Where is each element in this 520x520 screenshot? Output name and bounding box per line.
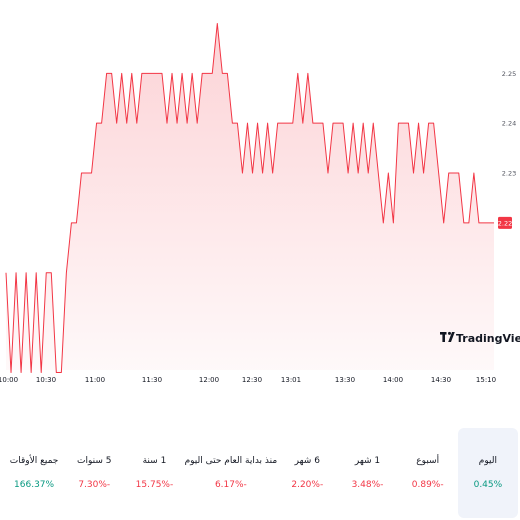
tradingview-wordmark: TradingView [456,332,520,345]
x-tick-label: 10:00 [0,376,18,384]
period-label: منذ بداية العام حتى اليوم [184,456,278,466]
time-axis: 10:00 10:30 11:00 11:30 12:00 12:30 13:01 13:30… [0,376,496,384]
period-label: جميع الأوقات [9,456,59,466]
x-tick-label: 11:30 [142,376,162,384]
y-tick-label: 2.23 [502,170,516,178]
x-tick-label: 14:30 [431,376,451,384]
x-tick-label: 13:30 [335,376,355,384]
period-change-value: 7.30%- [78,480,111,490]
x-tick-label: 14:00 [383,376,403,384]
tradingview-logo[interactable]: TradingView [440,331,520,345]
period-change-value: 6.17%- [214,480,247,490]
period-tab[interactable]: 1 شهر 3.48%- [337,428,397,518]
price-line-layer [5,22,494,373]
chart-svg: 2.25 2.24 2.23 10:00 10:30 11:00 11:30 12:00 12… [0,22,520,384]
x-tick-label: 10:30 [36,376,56,384]
period-label: 5 سنوات [77,456,112,466]
x-tick-label: 13:01 [281,376,301,384]
last-price-label: 2.22 [498,219,512,227]
period-label: 1 سنة [142,456,167,466]
x-tick-label: 12:30 [242,376,262,384]
period-change-value: 15.75%- [135,480,174,490]
period-tab[interactable]: 6 شهر 2.20%- [277,428,337,518]
y-tick-label: 2.25 [502,70,516,78]
period-change-value: 0.45% [473,480,503,490]
period-change-value: 166.37% [14,480,55,490]
price-axis: 2.25 2.24 2.23 [502,70,516,178]
period-label: اليوم [478,456,497,466]
last-price-badge [498,216,512,229]
period-label: 1 شهر [354,456,381,466]
period-tab[interactable]: 5 سنوات 7.30%- [64,428,124,518]
performance-periods: اليوم 0.45% أسبوع 0.89%- 1 شهر 3.48%- 6 شهر 2.2… [0,428,520,518]
x-tick-label: 12:00 [199,376,219,384]
x-tick-label: 15:10 [476,376,496,384]
price-line [5,22,494,373]
period-change-value: 3.48%- [351,480,384,490]
period-change-value: 2.20%- [291,480,324,490]
period-tab[interactable]: 1 سنة 15.75%- [124,428,184,518]
period-tab[interactable]: اليوم 0.45% [457,428,518,518]
y-tick-label: 2.24 [502,120,516,128]
last-price-layer: 2.22 [498,216,512,229]
period-label: أسبوع [416,456,440,466]
x-tick-label: 11:00 [85,376,105,384]
period-label: 6 شهر [294,456,320,466]
period-tab[interactable]: أسبوع 0.89%- [398,428,458,518]
period-tab[interactable]: جميع الأوقات 166.37% [4,428,64,518]
tradingview-icon [440,331,455,342]
period-change-value: 0.89%- [411,480,444,490]
price-chart[interactable]: 2.25 2.24 2.23 10:00 10:30 11:00 11:30 12:00 12… [0,0,520,400]
period-tab[interactable]: منذ بداية العام حتى اليوم 6.17%- [185,428,278,518]
